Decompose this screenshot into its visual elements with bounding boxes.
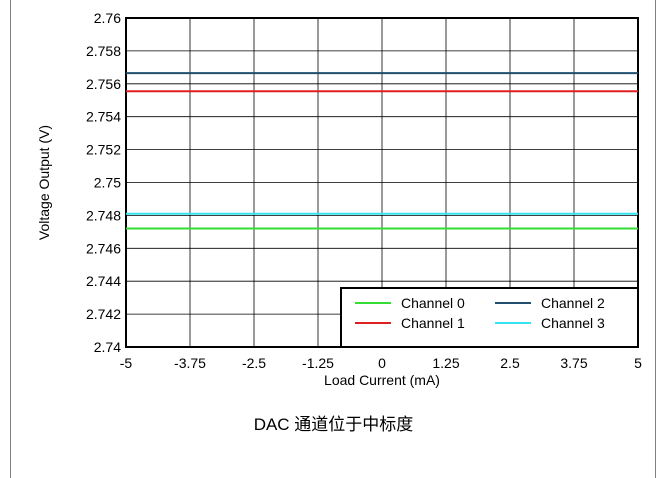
y-tick-label: 2.748	[86, 207, 121, 223]
x-tick-label: -1.25	[302, 355, 334, 371]
legend-label: Channel 3	[541, 315, 605, 331]
y-tick-label: 2.754	[86, 109, 121, 125]
y-axis-label: Voltage Output (V)	[36, 125, 52, 240]
y-tick-label: 2.758	[86, 43, 121, 59]
legend-label: Channel 0	[401, 295, 465, 311]
figure-frame	[10, 0, 656, 478]
y-tick-label: 2.744	[86, 273, 121, 289]
chart: -5 -3.75 -2.5 -1.25 0 1.25 2.5 3.75 5 2.74 2.742 2.…	[36, 10, 642, 388]
legend-label: Channel 2	[541, 295, 605, 311]
y-tick-label: 2.756	[86, 76, 121, 92]
figure-caption: DAC 通道位于中标度	[253, 415, 414, 434]
legend-box	[340, 287, 639, 348]
x-tick-label: 2.5	[500, 355, 520, 371]
x-tick-label: 3.75	[560, 355, 587, 371]
y-tick-label: 2.752	[86, 142, 121, 158]
y-tick-label: 2.76	[94, 10, 121, 26]
y-tick-label: 2.746	[86, 240, 121, 256]
x-tick-label: -5	[120, 355, 133, 371]
x-tick-label: -3.75	[174, 355, 206, 371]
x-tick-label: 0	[378, 355, 386, 371]
x-tick-label: 1.25	[432, 355, 459, 371]
y-tick-label: 2.74	[94, 339, 121, 355]
y-tick-label: 2.75	[94, 175, 121, 191]
x-tick-label: -2.5	[242, 355, 266, 371]
x-tick-label: 5	[634, 355, 642, 371]
x-axis-label: Load Current (mA)	[324, 372, 440, 388]
y-tick-label: 2.742	[86, 306, 121, 322]
legend-label: Channel 1	[401, 315, 465, 331]
